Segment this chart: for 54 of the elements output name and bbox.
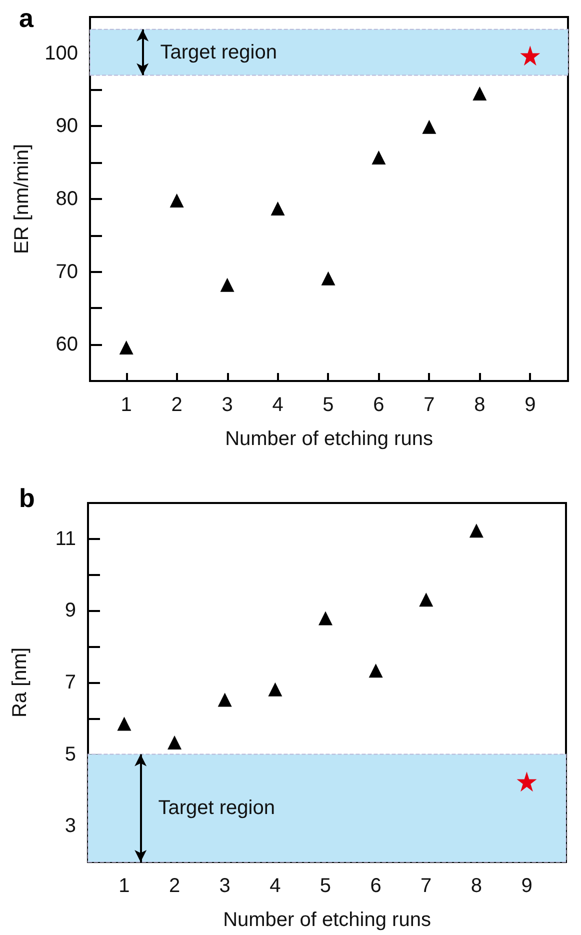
point: [422, 120, 436, 134]
band-label: Target region: [160, 41, 277, 64]
chart-title: b: [19, 483, 35, 513]
x-tick-label: 7: [424, 394, 435, 416]
y-tick-label: 60: [56, 334, 78, 356]
x-axis-title: Number of etching runs: [223, 909, 431, 931]
point: [268, 682, 282, 696]
y-tick-label: 3: [64, 815, 76, 838]
x-tick-label: 8: [470, 875, 482, 897]
y-tick-label: 7: [64, 672, 76, 694]
y-axis-title: ER [nm/min]: [11, 144, 33, 254]
x-tick-label: 6: [370, 875, 382, 897]
x-tick-label: 1: [120, 394, 132, 416]
point: [372, 150, 386, 165]
x-tick-label: 4: [272, 394, 284, 416]
x-tick-label: 8: [474, 394, 486, 416]
x-axis-title: Number of etching runs: [225, 428, 433, 450]
point: [119, 340, 134, 355]
point: [168, 735, 182, 750]
y-tick-label: 5: [64, 743, 76, 766]
x-tick-label: 7: [420, 875, 432, 897]
point: [220, 278, 234, 292]
point: [472, 86, 487, 100]
y-tick-label: 70: [56, 260, 78, 283]
x-tick-label: 5: [320, 875, 332, 897]
point: [419, 592, 434, 607]
x-tick-label: 5: [322, 394, 334, 416]
x-tick-label: 2: [168, 875, 180, 897]
point: [368, 664, 383, 678]
x-tick-label: 3: [222, 394, 233, 416]
chart-title: a: [19, 3, 34, 33]
point: [218, 692, 232, 707]
x-tick-label: 9: [521, 875, 532, 897]
point: [270, 201, 285, 216]
x-tick-label: 4: [270, 875, 281, 897]
point: [520, 46, 540, 66]
point: [318, 611, 332, 626]
x-tick-label: 9: [524, 394, 536, 416]
band-label: Target region: [158, 797, 275, 820]
x-tick-label: 3: [219, 875, 230, 897]
x-tick-label: 1: [118, 875, 130, 897]
point: [469, 524, 484, 538]
y-tick-label: 90: [56, 115, 78, 138]
y-tick-label: 100: [44, 42, 78, 64]
point: [170, 193, 184, 208]
point: [117, 716, 132, 731]
y-tick-label: 11: [55, 528, 76, 550]
x-tick-label: 2: [171, 394, 182, 416]
y-tick-label: 9: [64, 600, 76, 622]
point: [321, 271, 336, 286]
y-tick-label: 80: [56, 188, 78, 210]
point: [516, 772, 537, 792]
x-tick-label: 6: [373, 394, 384, 416]
y-axis-title: Ra [nm]: [9, 647, 31, 718]
